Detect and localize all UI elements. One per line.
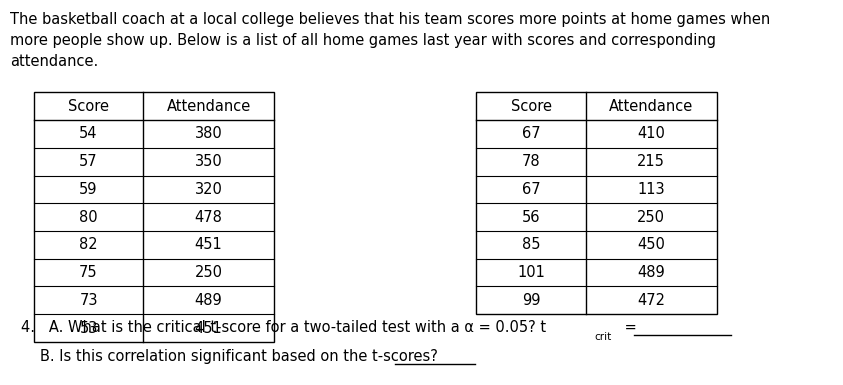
Text: 478: 478: [195, 210, 223, 224]
Text: 113: 113: [637, 182, 665, 197]
Text: 380: 380: [195, 127, 223, 141]
Text: Attendance: Attendance: [609, 99, 693, 114]
Text: 67: 67: [522, 127, 540, 141]
Text: The basketball coach at a local college believes that his team scores more point: The basketball coach at a local college …: [10, 12, 771, 27]
Text: 75: 75: [79, 265, 98, 280]
Text: attendance.: attendance.: [10, 54, 99, 69]
Text: 73: 73: [79, 293, 98, 308]
Text: 82: 82: [79, 238, 98, 252]
Text: 101: 101: [517, 265, 545, 280]
Text: more people show up. Below is a list of all home games last year with scores and: more people show up. Below is a list of …: [10, 33, 716, 48]
Text: Score: Score: [68, 99, 109, 114]
Text: 80: 80: [79, 210, 98, 224]
Text: 215: 215: [637, 154, 665, 169]
Text: 250: 250: [195, 265, 223, 280]
Text: 489: 489: [637, 265, 665, 280]
Text: 78: 78: [522, 154, 540, 169]
Text: 489: 489: [195, 293, 223, 308]
Text: 4.   A. What is the critical t-score for a two-tailed test with a α = 0.05? t: 4. A. What is the critical t-score for a…: [21, 320, 546, 335]
Bar: [34, 92, 274, 342]
Text: B. Is this correlation significant based on the t-scores?: B. Is this correlation significant based…: [40, 349, 438, 364]
Text: 451: 451: [195, 238, 223, 252]
Text: 350: 350: [195, 154, 223, 169]
Text: 67: 67: [522, 182, 540, 197]
Text: 53: 53: [79, 321, 98, 335]
Text: 54: 54: [79, 127, 98, 141]
Bar: [476, 92, 717, 314]
Text: Attendance: Attendance: [167, 99, 250, 114]
Text: 472: 472: [637, 293, 665, 308]
Text: crit: crit: [594, 332, 611, 342]
Text: Score: Score: [511, 99, 551, 114]
Text: 450: 450: [637, 238, 665, 252]
Text: 250: 250: [637, 210, 665, 224]
Text: 57: 57: [79, 154, 98, 169]
Text: 410: 410: [637, 127, 665, 141]
Text: 320: 320: [195, 182, 223, 197]
Text: =: =: [620, 320, 636, 335]
Text: 85: 85: [522, 238, 540, 252]
Text: 56: 56: [522, 210, 540, 224]
Text: 59: 59: [79, 182, 98, 197]
Text: 99: 99: [522, 293, 540, 308]
Text: 451: 451: [195, 321, 223, 335]
